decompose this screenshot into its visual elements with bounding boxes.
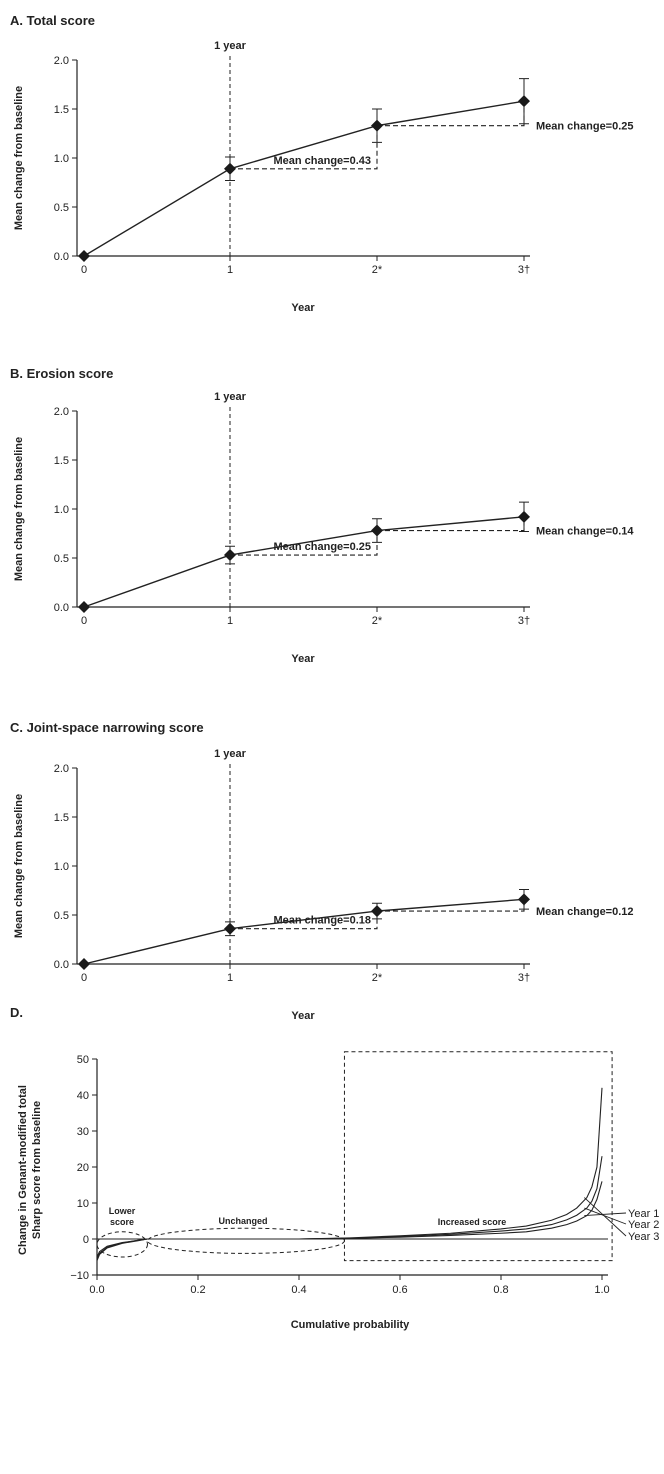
x-tick-label: 0.4 xyxy=(291,1284,306,1296)
data-point xyxy=(371,119,383,132)
y-tick-label: 1.5 xyxy=(54,812,69,824)
mean-change-label: Mean change=0.43 xyxy=(273,155,371,167)
x-tick-label: 0 xyxy=(81,264,87,276)
x-tick-label: 3† xyxy=(518,264,530,276)
x-axis-label: Year xyxy=(291,653,315,665)
panel-c: C. Joint-space narrowing score 0.0 0.5 1.0 1… xyxy=(10,720,634,1022)
y-tick-label: 1.0 xyxy=(54,504,69,516)
series-line xyxy=(83,516,525,608)
series-line-year-1 xyxy=(96,1181,603,1258)
y-axis-label: Mean change from baseline xyxy=(13,86,25,230)
y-tick-label: 2.0 xyxy=(54,406,69,418)
data-point xyxy=(224,922,236,935)
data-point xyxy=(78,250,90,262)
panel-title: D. xyxy=(10,1005,23,1020)
series-label: Year 3 xyxy=(628,1231,659,1243)
x-tick-label: 1 xyxy=(227,972,233,984)
data-point xyxy=(518,510,530,523)
one-year-label: 1 year xyxy=(214,748,247,760)
region-label: Lower xyxy=(109,1206,136,1216)
panel-title: B. Erosion score xyxy=(10,366,113,381)
data-point xyxy=(78,601,90,613)
x-tick-label: 1 xyxy=(227,615,233,627)
x-tick-label: 0 xyxy=(81,615,87,627)
y-tick-label: 0 xyxy=(83,1234,89,1246)
x-tick-label: 1 xyxy=(227,264,233,276)
panel-a: A. Total score 0.0 0.5 1.0 1.5 2.0 0 1 2* 3† Year M… xyxy=(10,13,634,314)
y-tick-label: −10 xyxy=(70,1270,89,1282)
x-tick-label: 0.8 xyxy=(493,1284,508,1296)
mean-change-label: Mean change=0.25 xyxy=(536,121,634,133)
y-tick-label: 0.5 xyxy=(54,202,69,214)
y-tick-label: 10 xyxy=(77,1198,89,1210)
x-tick-label: 3† xyxy=(518,615,530,627)
one-year-label: 1 year xyxy=(214,40,247,52)
x-tick-label: 1.0 xyxy=(594,1284,609,1296)
y-tick-label: 1.0 xyxy=(54,153,69,165)
y-tick-label: 0.0 xyxy=(54,251,69,263)
y-tick-label: 2.0 xyxy=(54,763,69,775)
series-label: Year 2 xyxy=(628,1219,659,1231)
legend-pointer xyxy=(584,1212,627,1217)
data-point xyxy=(518,95,530,108)
mean-change-label: Mean change=0.12 xyxy=(536,906,634,918)
y-tick-label: 20 xyxy=(77,1162,89,1174)
y-axis-label: Mean change from baseline xyxy=(13,794,25,938)
series-line xyxy=(83,100,525,257)
x-axis-label: Year xyxy=(291,1010,315,1022)
x-tick-label: 2* xyxy=(372,972,383,984)
mean-change-label: Mean change=0.14 xyxy=(536,526,634,538)
y-tick-label: 1.5 xyxy=(54,455,69,467)
y-tick-label: 30 xyxy=(77,1126,89,1138)
data-point xyxy=(371,524,383,537)
y-tick-label: 0.0 xyxy=(54,959,69,971)
data-point xyxy=(371,905,383,918)
panel-title: C. Joint-space narrowing score xyxy=(10,720,204,735)
x-tick-label: 0.0 xyxy=(89,1284,104,1296)
mean-change-label: Mean change=0.25 xyxy=(273,541,371,553)
lower-score-region xyxy=(96,1231,148,1258)
x-axis-label: Cumulative probability xyxy=(291,1319,410,1331)
legend-pointer xyxy=(584,1197,627,1237)
y-axis-label: Mean change from baseline xyxy=(13,437,25,581)
y-tick-label: 1.0 xyxy=(54,861,69,873)
y-tick-label: 2.0 xyxy=(54,55,69,67)
x-tick-label: 0 xyxy=(81,972,87,984)
y-tick-label: 1.5 xyxy=(54,104,69,116)
y-tick-label: 40 xyxy=(77,1090,89,1102)
x-tick-label: 2* xyxy=(372,264,383,276)
mean-change-bracket xyxy=(230,125,378,170)
series-line xyxy=(83,898,525,965)
y-tick-label: 0.5 xyxy=(54,553,69,565)
x-axis-label: Year xyxy=(291,302,315,314)
region-label: Unchanged xyxy=(218,1216,267,1226)
legend-pointer xyxy=(584,1207,627,1225)
panel-b: B. Erosion score 0.0 0.5 1.0 1.5 2.0 0 1 2* 3† Yea… xyxy=(10,366,634,665)
data-point xyxy=(78,958,90,970)
mean-change-label: Mean change=0.18 xyxy=(273,915,371,927)
data-point xyxy=(224,549,236,562)
x-tick-label: 2* xyxy=(372,615,383,627)
x-tick-label: 0.2 xyxy=(190,1284,205,1296)
region-label: score xyxy=(110,1217,134,1227)
y-tick-label: 0.0 xyxy=(54,602,69,614)
one-year-label: 1 year xyxy=(214,391,247,403)
increased-score-region xyxy=(343,1051,613,1262)
series-line-year-2 xyxy=(96,1156,603,1260)
mean-change-bracket xyxy=(230,911,378,930)
data-point xyxy=(224,162,236,175)
series-label: Year 1 xyxy=(628,1208,659,1220)
series-line-year-3 xyxy=(96,1087,603,1261)
data-point xyxy=(518,893,530,906)
panel-d: D. −10 0 10 20 30 40 50 0.0 0.2 0.4 0.6 0.8 1.0 Cumula… xyxy=(10,1005,659,1331)
y-tick-label: 0.5 xyxy=(54,910,69,922)
y-tick-label: 50 xyxy=(77,1054,89,1066)
x-tick-label: 3† xyxy=(518,972,530,984)
y-axis-label: Change in Genant-modified total Sharp sco… xyxy=(17,1085,43,1255)
region-label: Increased score xyxy=(438,1217,507,1227)
x-tick-label: 0.6 xyxy=(392,1284,407,1296)
unchanged-region xyxy=(147,1227,345,1254)
panel-title: A. Total score xyxy=(10,13,95,28)
